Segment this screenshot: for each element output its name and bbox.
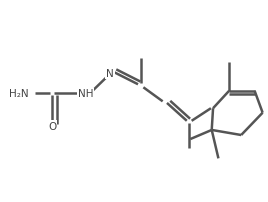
Text: H₂N: H₂N (9, 89, 29, 99)
Text: N: N (106, 68, 114, 78)
Text: NH: NH (78, 89, 94, 99)
Text: O: O (48, 121, 56, 131)
